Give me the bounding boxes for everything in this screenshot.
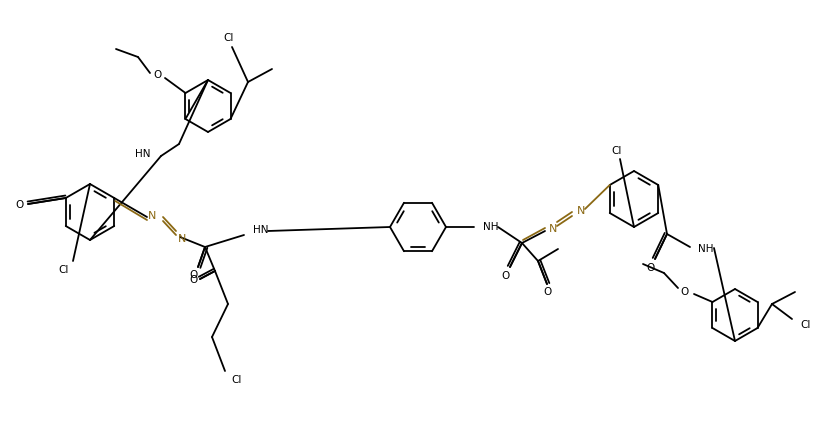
Text: N: N: [548, 224, 557, 233]
Text: O: O: [190, 269, 198, 280]
Text: O: O: [543, 286, 552, 296]
Text: O: O: [502, 270, 509, 280]
Text: Cl: Cl: [223, 33, 234, 43]
Text: N: N: [148, 211, 156, 221]
Text: Cl: Cl: [231, 374, 241, 384]
Text: NH: NH: [482, 221, 498, 231]
Text: N: N: [576, 206, 584, 215]
Text: NH: NH: [697, 243, 712, 253]
Text: Cl: Cl: [611, 146, 621, 156]
Text: O: O: [189, 274, 197, 284]
Text: HN: HN: [252, 224, 268, 234]
Text: O: O: [153, 70, 161, 80]
Text: O: O: [646, 262, 655, 272]
Text: Cl: Cl: [59, 264, 69, 274]
Text: N: N: [177, 233, 186, 243]
Text: O: O: [15, 200, 23, 209]
Text: O: O: [680, 286, 688, 296]
Text: HN: HN: [135, 149, 150, 159]
Text: Cl: Cl: [799, 319, 809, 329]
